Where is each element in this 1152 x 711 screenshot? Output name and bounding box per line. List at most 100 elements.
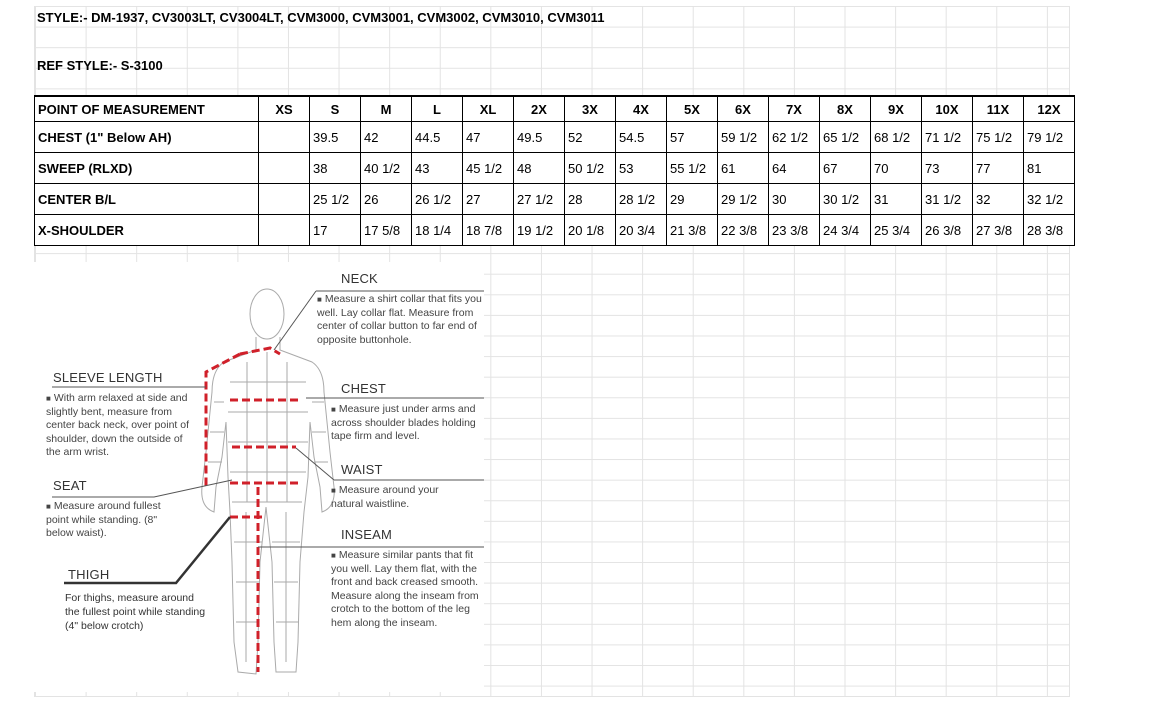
measurement-value: 43: [411, 152, 463, 184]
measurement-value: 27 3/8: [972, 214, 1024, 246]
thigh-label: THIGH: [68, 567, 110, 582]
measurement-value: 44.5: [411, 121, 463, 153]
table-row: CHEST (1" Below AH) 39.5 42 44.5 47 49.5 52 54.…: [34, 121, 1075, 153]
measurement-value: 17: [309, 214, 361, 246]
column-header: M: [360, 95, 412, 122]
table-row: X-SHOULDER 17 17 5/8 18 1/4 18 7/8 19 1/2 20 1…: [34, 214, 1075, 246]
measurement-value: 50 1/2: [564, 152, 616, 184]
column-header: 3X: [564, 95, 616, 122]
measurement-value: 26 3/8: [921, 214, 973, 246]
column-header: XS: [258, 95, 310, 122]
size-spec-table: POINT OF MEASUREMENT XS S M L XL 2X 3X 4X 5X 6X 7X 8…: [34, 95, 1075, 246]
measurement-value: 17 5/8: [360, 214, 412, 246]
measurement-value: [258, 121, 310, 153]
table-row: SWEEP (RLXD) 38 40 1/2 43 45 1/2 48 50 1/2 53 55…: [34, 152, 1075, 184]
table-row: CENTER B/L 25 1/2 26 26 1/2 27 27 1/2 28 28 1/2…: [34, 183, 1075, 215]
column-header: L: [411, 95, 463, 122]
ref-style: REF STYLE:- S-3100: [37, 58, 163, 73]
measurement-value: 55 1/2: [666, 152, 718, 184]
measurement-value: 53: [615, 152, 667, 184]
inseam-label: INSEAM: [341, 527, 393, 542]
measurement-value: 79 1/2: [1023, 121, 1075, 153]
measurement-value: [258, 152, 310, 184]
measurement-value: 48: [513, 152, 565, 184]
inseam-description: ■ Measure similar pants that fit you well…: [331, 549, 479, 629]
measurement-value: 38: [309, 152, 361, 184]
measurement-value: 52: [564, 121, 616, 153]
seat-label: SEAT: [53, 478, 87, 493]
measurement-value: 65 1/2: [819, 121, 871, 153]
measurement-value: 31 1/2: [921, 183, 973, 215]
column-header: 2X: [513, 95, 565, 122]
measurement-value: 20 3/4: [615, 214, 667, 246]
measurement-value: 81: [1023, 152, 1075, 184]
measurement-value: 61: [717, 152, 769, 184]
neck-description: ■ Measure a shirt collar that fits you we…: [317, 293, 482, 346]
measurement-name: SWEEP (RLXD): [34, 152, 259, 184]
measurement-value: 28 3/8: [1023, 214, 1075, 246]
measurement-value: 68 1/2: [870, 121, 922, 153]
measurement-value: 30 1/2: [819, 183, 871, 215]
measurement-value: 39.5: [309, 121, 361, 153]
measurement-value: 22 3/8: [717, 214, 769, 246]
measurement-value: 42: [360, 121, 412, 153]
column-header: 7X: [768, 95, 820, 122]
measurement-value: 29: [666, 183, 718, 215]
measurement-guide: NECK ■ Measure a shirt collar that fits y…: [34, 262, 484, 692]
measurement-value: 59 1/2: [717, 121, 769, 153]
measurement-value: 32 1/2: [1023, 183, 1075, 215]
measurement-value: 75 1/2: [972, 121, 1024, 153]
measurement-value: 25 1/2: [309, 183, 361, 215]
column-header: 12X: [1023, 95, 1075, 122]
chest-description: ■ Measure just under arms and across shou…: [331, 403, 476, 442]
column-header: 4X: [615, 95, 667, 122]
measurement-value: 67: [819, 152, 871, 184]
neck-label: NECK: [341, 271, 378, 286]
measurement-value: 27 1/2: [513, 183, 565, 215]
body-figure-illustration: [52, 288, 484, 675]
style-line: STYLE:- DM-1937, CV3003LT, CV3004LT, CVM…: [37, 10, 605, 25]
measurement-value: 62 1/2: [768, 121, 820, 153]
sleeve-measure-line: [204, 352, 241, 487]
waist-label: WAIST: [341, 462, 383, 477]
measurement-value: 30: [768, 183, 820, 215]
seat-description: ■ Measure around fullest point while stan…: [46, 500, 161, 539]
measurement-value: 24 3/4: [819, 214, 871, 246]
measurement-value: 29 1/2: [717, 183, 769, 215]
measurement-value: 71 1/2: [921, 121, 973, 153]
measurement-value: 45 1/2: [462, 152, 514, 184]
measurement-value: 57: [666, 121, 718, 153]
sleeve-length-label: SLEEVE LENGTH: [53, 370, 163, 385]
measurement-value: [258, 214, 310, 246]
measurement-value: 26: [360, 183, 412, 215]
column-header: 10X: [921, 95, 973, 122]
waist-description: ■ Measure around your natural waistline.: [331, 484, 439, 510]
measurement-value: [258, 183, 310, 215]
measurement-value: 20 1/8: [564, 214, 616, 246]
thigh-description: For thighs, measure around the fullest p…: [65, 592, 206, 632]
measurement-value: 28: [564, 183, 616, 215]
measurement-value: 27: [462, 183, 514, 215]
measurement-value: 64: [768, 152, 820, 184]
column-header: 8X: [819, 95, 871, 122]
column-header: 9X: [870, 95, 922, 122]
measurement-value: 31: [870, 183, 922, 215]
chest-label: CHEST: [341, 381, 387, 396]
measurement-name: X-SHOULDER: [34, 214, 259, 246]
measurement-value: 19 1/2: [513, 214, 565, 246]
table-header-row: POINT OF MEASUREMENT XS S M L XL 2X 3X 4X 5X 6X 7X 8…: [34, 95, 1075, 122]
column-header: 6X: [717, 95, 769, 122]
measurement-value: 18 7/8: [462, 214, 514, 246]
measurement-value: 23 3/8: [768, 214, 820, 246]
measurement-value: 54.5: [615, 121, 667, 153]
measurement-value: 21 3/8: [666, 214, 718, 246]
sleeve-length-description: ■ With arm relaxed at side and slightly b…: [46, 392, 189, 458]
measurement-value: 18 1/4: [411, 214, 463, 246]
column-header: 11X: [972, 95, 1024, 122]
measurement-value: 70: [870, 152, 922, 184]
measurement-value: 32: [972, 183, 1024, 215]
neck-measure-line: [239, 346, 281, 356]
column-header: XL: [462, 95, 514, 122]
measurement-name: CHEST (1" Below AH): [34, 121, 259, 153]
measurement-value: 28 1/2: [615, 183, 667, 215]
